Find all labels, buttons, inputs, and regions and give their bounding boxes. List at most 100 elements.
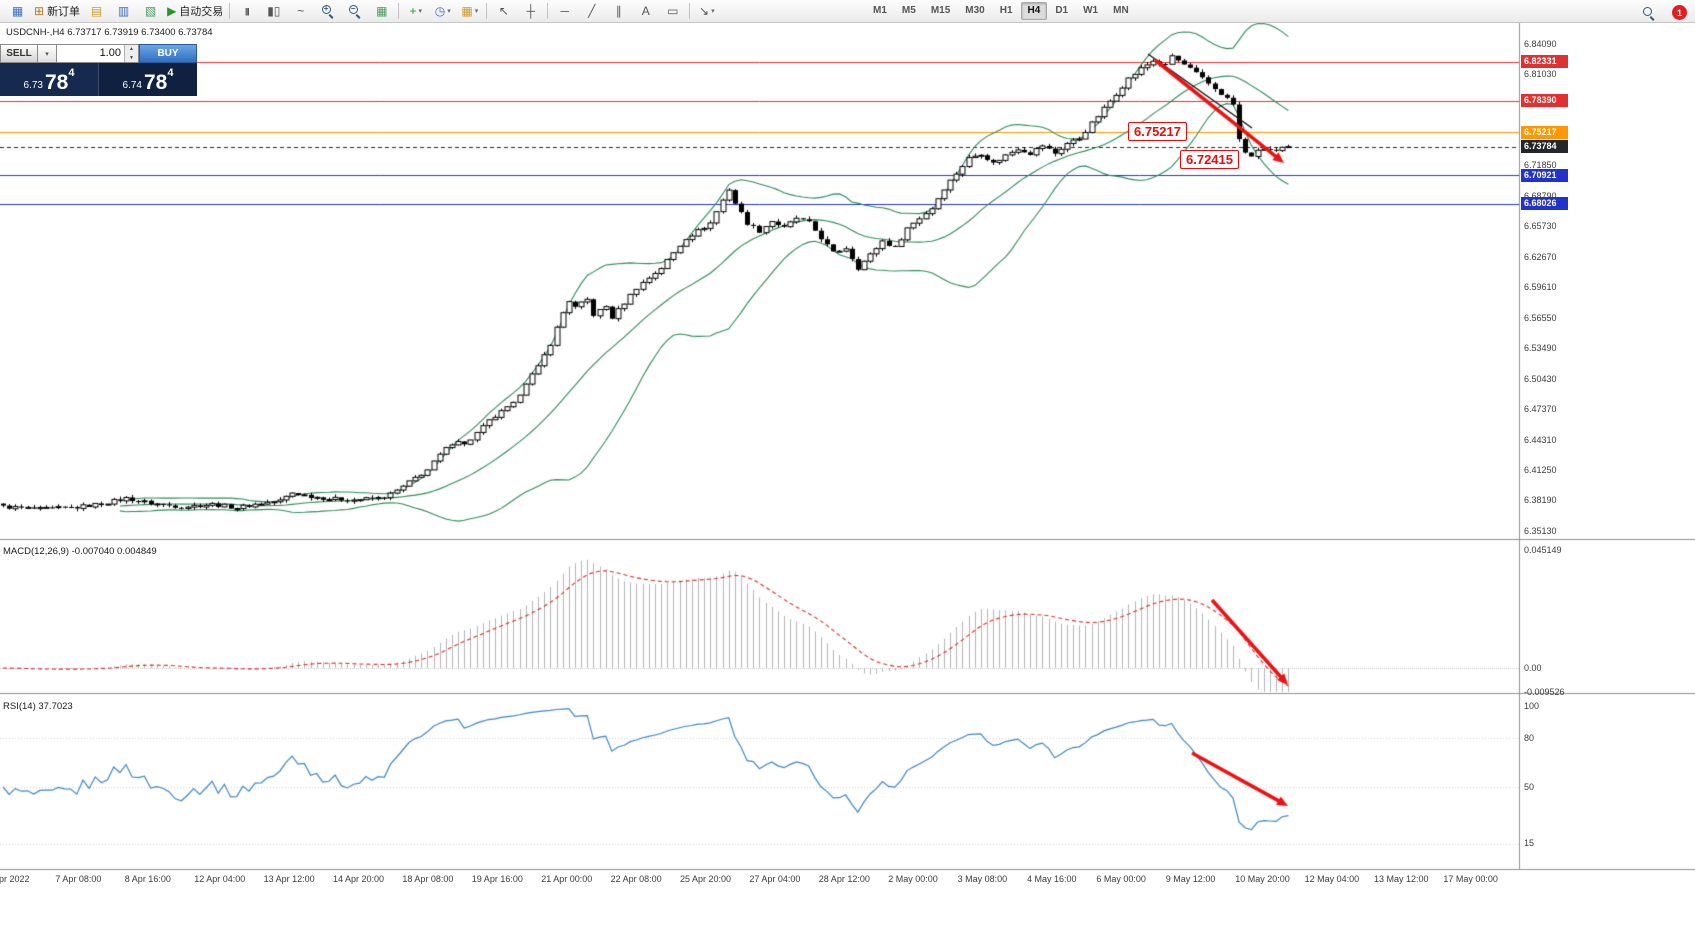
toolbar-separator [689, 3, 691, 19]
toolbar: ▦ ⊞ 新订单 ▤ ▥ ▧ ▶ 自动交易 ||| ▮▯ ~ + − ▦ + ▾ ◷ ▾ … [0, 0, 1695, 23]
timeframe-button-w1[interactable]: W1 [1083, 5, 1099, 16]
time-axis-label: 9 May 12:00 [1165, 874, 1216, 884]
new-chart-button[interactable]: ▦ [4, 2, 31, 21]
timeframe-button-d1[interactable]: D1 [1055, 5, 1069, 16]
zoom-in-button[interactable]: + [314, 2, 341, 21]
price-axis-tick: 6.81030 [1524, 68, 1557, 79]
bid-price-small: 6.73 [23, 80, 43, 91]
candlestick-chart-button[interactable]: ▮▯ [260, 2, 287, 21]
chevron-down-icon: ▾ [447, 8, 451, 15]
time-axis-label: 12 Apr 04:00 [194, 874, 246, 884]
timeframe-button-m5[interactable]: M5 [901, 5, 916, 16]
timeframe-button-h1[interactable]: H1 [999, 5, 1013, 16]
rsi-axis-tick: 15 [1524, 838, 1535, 849]
rsi-axis-tick: 100 [1524, 700, 1540, 711]
charts-button[interactable]: ▤ [83, 2, 110, 21]
toolbar-separator [229, 3, 231, 19]
time-axis-label: 1 Apr 2022 [0, 874, 30, 884]
line-chart-icon: ~ [297, 4, 305, 18]
alerts-button[interactable]: ▧ [137, 2, 164, 21]
bar-chart-icon: ||| [244, 6, 250, 16]
price-annotation[interactable]: 6.72415 [1180, 150, 1239, 169]
bid-price-sup: 4 [68, 67, 75, 79]
chevron-down-icon: ▾ [474, 8, 479, 15]
order-list-button[interactable]: ▥ [110, 2, 137, 21]
ask-price-small: 6.74 [122, 80, 142, 91]
autotrading-play-icon: ▶ [167, 4, 177, 18]
rsi-axis-tick: 80 [1524, 732, 1535, 743]
search-button[interactable] [1635, 3, 1662, 22]
timeframe-button-m30[interactable]: M30 [965, 5, 985, 16]
tile-windows-button[interactable]: ▦ [368, 2, 395, 21]
volume-stepper[interactable]: ▲ ▼ [124, 45, 138, 62]
notification-badge[interactable]: 1 [1672, 5, 1687, 20]
crosshair-button[interactable]: ┼ [517, 2, 544, 21]
price-level-badge: 6.78390 [1521, 94, 1568, 108]
chart-canvas[interactable] [0, 22, 1695, 939]
time-axis-label: 27 Apr 04:00 [749, 874, 801, 884]
price-axis-tick: 6.84090 [1524, 38, 1557, 49]
tile-windows-icon: ▦ [376, 4, 388, 18]
add-indicator-button[interactable]: + ▾ [402, 2, 429, 21]
volume-value[interactable]: 1.00 [99, 47, 121, 59]
stepper-down-icon[interactable]: ▼ [125, 53, 138, 62]
bar-chart-button[interactable]: ||| [233, 2, 260, 21]
search-icon [1642, 6, 1655, 19]
timeframe-button-h4[interactable]: H4 [1020, 2, 1048, 20]
time-axis-label: 19 Apr 16:00 [471, 874, 523, 884]
time-axis-label: 8 Apr 16:00 [124, 874, 171, 884]
price-level-badge: 6.68026 [1521, 197, 1568, 211]
horizontal-line-icon: ─ [560, 4, 570, 18]
price-annotation[interactable]: 6.75217 [1128, 122, 1187, 141]
one-click-trading-panel: SELL ▾ 1.00 ▲ ▼ BUY 6.73 78 4 6.74 78 4 [0, 44, 197, 96]
buy-button[interactable]: BUY [139, 44, 197, 63]
volume-input[interactable]: 1.00 ▲ ▼ [57, 44, 139, 63]
template-icon: ▦ [461, 4, 473, 18]
text-tool-button[interactable]: A [632, 2, 659, 21]
timeframe-button-mn[interactable]: MN [1113, 5, 1129, 16]
cursor-button[interactable]: ↖ [490, 2, 517, 21]
ask-price[interactable]: 6.74 78 4 [99, 63, 197, 96]
order-type-dropdown[interactable]: ▾ [38, 44, 57, 63]
zoom-out-button[interactable]: − [341, 2, 368, 21]
channel-button[interactable]: ∥ [605, 2, 632, 21]
stepper-up-icon[interactable]: ▲ [125, 45, 138, 54]
text-tool-icon: A [641, 4, 650, 18]
line-chart-button[interactable]: ~ [287, 2, 314, 21]
time-axis-label: 28 Apr 12:00 [818, 874, 870, 884]
toolbar-separator [547, 3, 549, 19]
time-axis-label: 12 May 04:00 [1304, 874, 1360, 884]
price-axis-tick: 6.71850 [1524, 160, 1557, 171]
label-tool-button[interactable]: ▭ [659, 2, 686, 21]
price-axis-tick: 6.50430 [1524, 373, 1557, 384]
time-axis-label: 3 May 08:00 [957, 874, 1008, 884]
sell-button[interactable]: SELL [0, 44, 38, 63]
period-button[interactable]: ◷ ▾ [429, 2, 456, 21]
order-list-icon: ▥ [117, 4, 130, 18]
time-axis-label: 25 Apr 20:00 [680, 874, 732, 884]
time-axis-label: 17 May 00:00 [1443, 874, 1498, 884]
template-button[interactable]: ▦ ▾ [456, 2, 483, 21]
macd-axis-tick: 0.00 [1524, 662, 1542, 673]
price-level-badge: 6.70921 [1521, 168, 1568, 182]
time-axis-label: 10 May 20:00 [1235, 874, 1290, 884]
new-order-button[interactable]: ⊞ 新订单 [31, 2, 83, 21]
autotrading-button[interactable]: ▶ 自动交易 [164, 2, 226, 21]
macd-label: MACD(12,26,9) -0.007040 0.004849 [3, 546, 157, 557]
arrows-button[interactable]: ↘ ▾ [693, 2, 720, 21]
time-axis-label: 13 Apr 12:00 [263, 874, 315, 884]
toolbar-separator [486, 3, 488, 19]
trendline-button[interactable]: ╱ [578, 2, 605, 21]
timeframe-button-m1[interactable]: M1 [873, 5, 887, 16]
label-tool-icon: ▭ [667, 4, 679, 18]
crosshair-icon: ┼ [526, 4, 536, 18]
time-axis-label: 22 Apr 08:00 [610, 874, 662, 884]
price-axis-tick: 6.41250 [1524, 464, 1557, 475]
chevron-down-icon: ▾ [711, 8, 715, 15]
horizontal-line-button[interactable]: ─ [551, 2, 578, 21]
bid-price[interactable]: 6.73 78 4 [0, 63, 99, 96]
chart-area: USDCNH-,H4 6.73717 6.73919 6.73400 6.737… [0, 22, 1695, 939]
time-axis-label: 4 May 16:00 [1027, 874, 1077, 884]
timeframe-button-m15[interactable]: M15 [930, 5, 951, 16]
